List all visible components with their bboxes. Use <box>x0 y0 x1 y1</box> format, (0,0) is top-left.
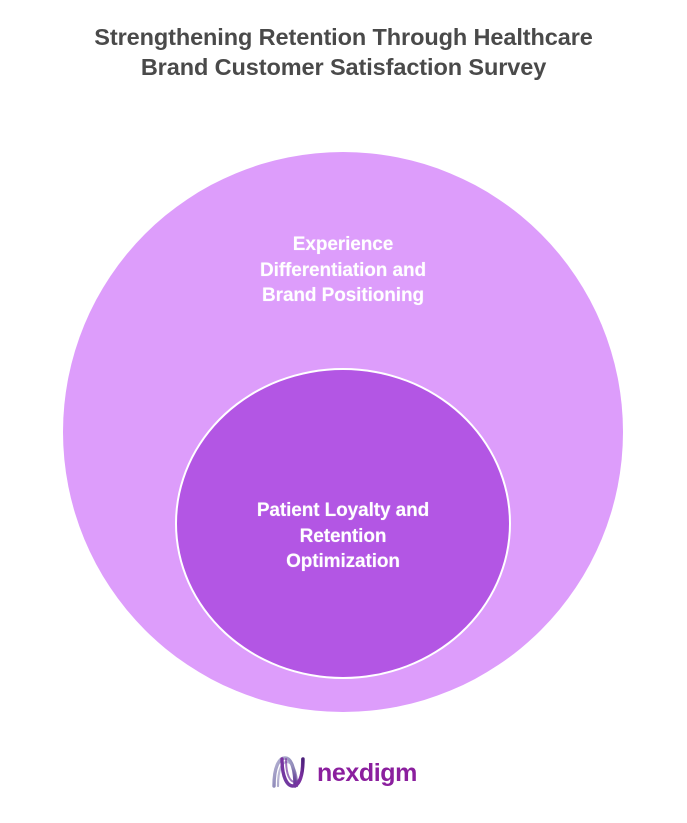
outer-circle-label-line-2: Differentiation and <box>260 259 426 281</box>
page-title-line-1: Strengthening Retention Through Healthca… <box>94 24 593 50</box>
inner-circle-label-line-3: Optimization <box>286 551 400 572</box>
brand-logo: nexdigm <box>0 752 687 792</box>
outer-circle-label-line-3: Brand Positioning <box>262 285 424 306</box>
outer-circle-label-line-1: Experience <box>292 234 394 255</box>
nexdigm-wave-n-mark-icon <box>272 756 305 788</box>
brand-wordmark: nexdigm <box>317 758 417 787</box>
inner-circle-label-line-1: Patient Loyalty and <box>256 500 430 521</box>
outer-circle-label: Experience Differentiation and Brand Pos… <box>63 232 623 309</box>
inner-circle-label-line-2: Retention <box>299 525 387 547</box>
page-title: Strengthening Retention Through Healthca… <box>0 22 687 82</box>
page-title-line-2: Brand Customer Satisfaction Survey <box>140 54 547 80</box>
inner-circle-label: Patient Loyalty and Retention Optimizati… <box>175 498 511 575</box>
inner-circle-shape <box>175 368 511 679</box>
